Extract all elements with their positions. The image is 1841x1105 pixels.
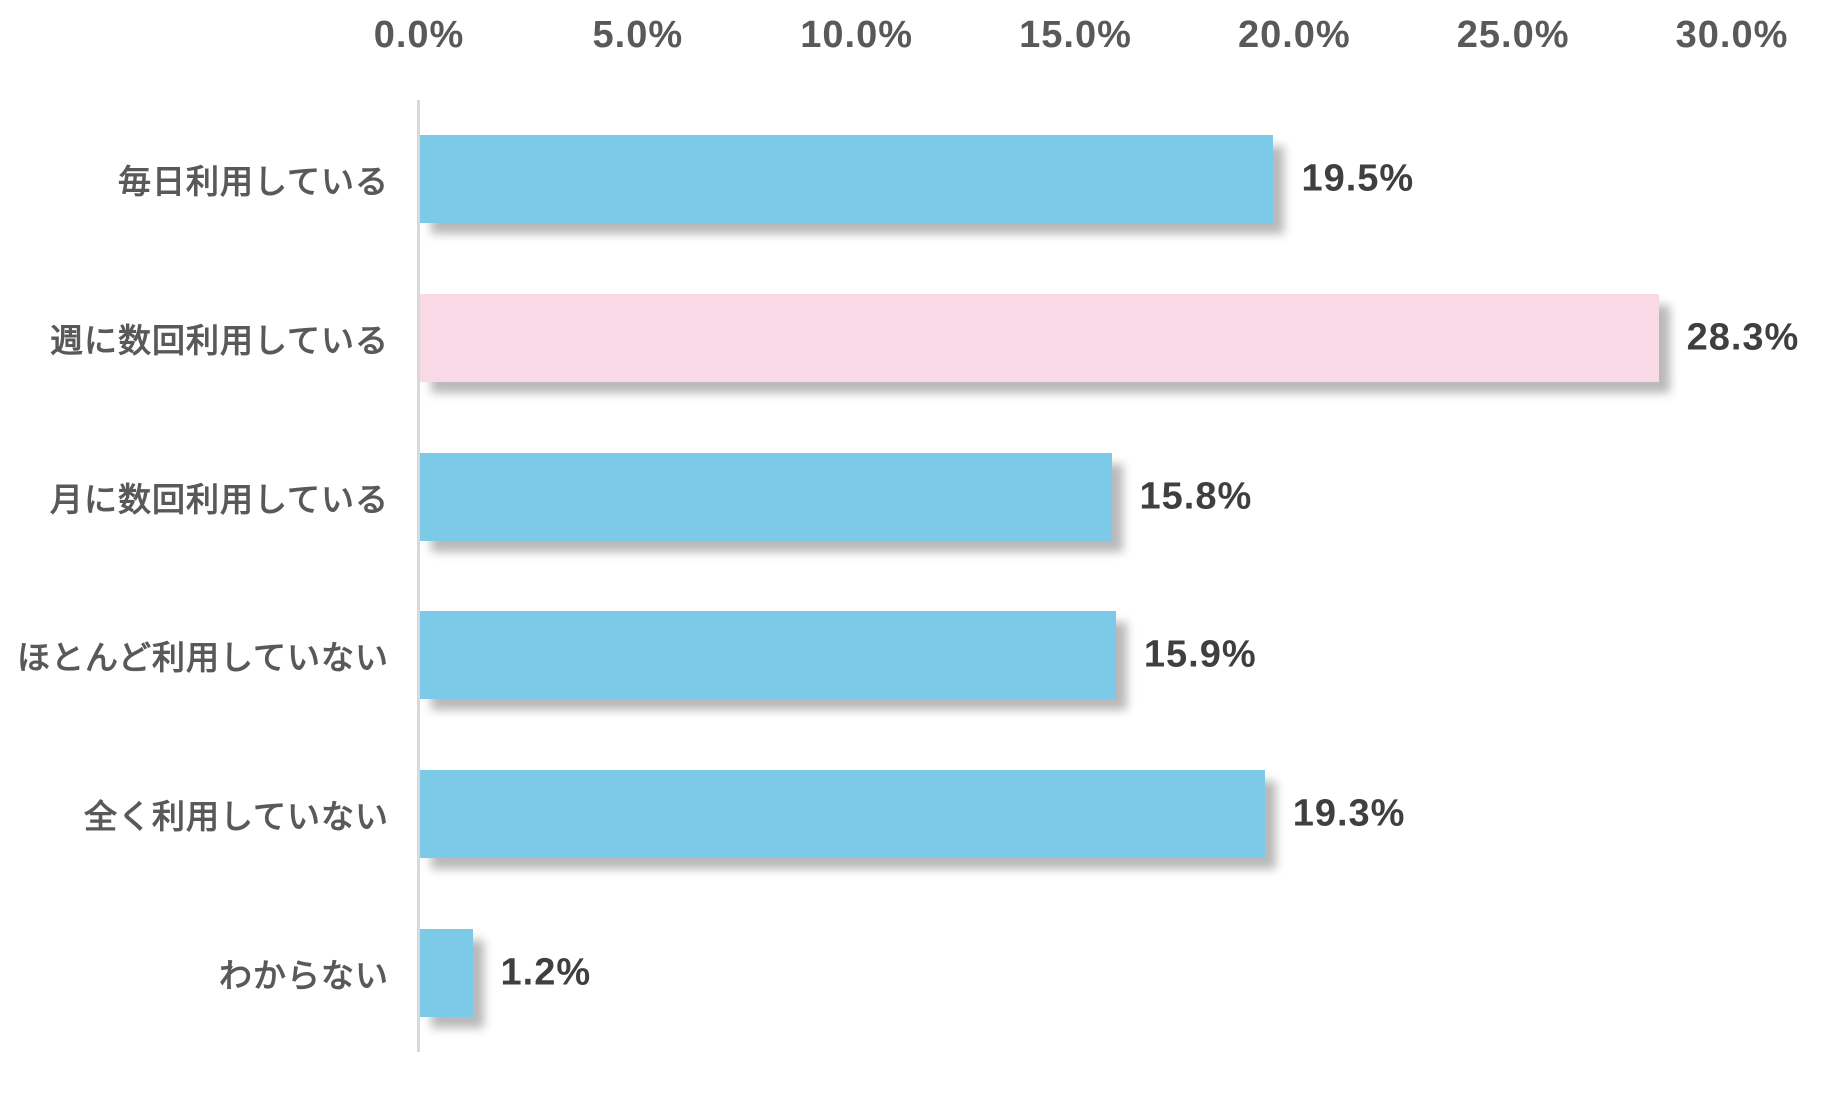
x-tick-label: 5.0% (592, 14, 684, 56)
category-label: 週に数回利用している (49, 322, 389, 359)
x-tick-label: 10.0% (800, 14, 914, 56)
y-axis-line (417, 100, 420, 1052)
x-tick-label: 0.0% (373, 14, 465, 56)
x-tick-label: 20.0% (1237, 14, 1351, 56)
bar (420, 135, 1274, 224)
value-label: 15.9% (1143, 633, 1257, 676)
category-label: 月に数回利用している (49, 480, 389, 518)
value-label: 15.8% (1139, 475, 1253, 518)
value-label: 19.5% (1301, 157, 1415, 200)
bar (420, 770, 1265, 858)
bar (420, 928, 473, 1017)
category-label: 毎日利用している (117, 163, 389, 201)
bar-highlighted (420, 294, 1659, 382)
value-label: 19.3% (1292, 792, 1406, 835)
x-tick-label: 15.0% (1019, 14, 1132, 56)
category-label: 全く利用していない (83, 798, 389, 835)
x-tick-label: 25.0% (1456, 14, 1570, 56)
category-label: ほとんど利用していない (16, 639, 389, 677)
category-label: わからない (219, 956, 389, 994)
value-label: 1.2% (500, 951, 592, 994)
x-tick-label: 30.0% (1675, 14, 1789, 56)
value-label: 28.3% (1686, 316, 1800, 359)
bar (420, 452, 1112, 541)
bar (420, 611, 1116, 700)
